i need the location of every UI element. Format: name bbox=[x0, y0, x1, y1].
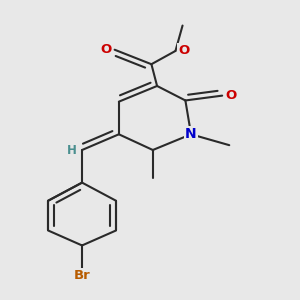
Text: O: O bbox=[225, 89, 236, 102]
Text: H: H bbox=[67, 143, 76, 157]
Text: O: O bbox=[100, 43, 112, 56]
Text: N: N bbox=[185, 127, 197, 141]
Text: Br: Br bbox=[74, 269, 90, 282]
Text: O: O bbox=[178, 44, 190, 57]
